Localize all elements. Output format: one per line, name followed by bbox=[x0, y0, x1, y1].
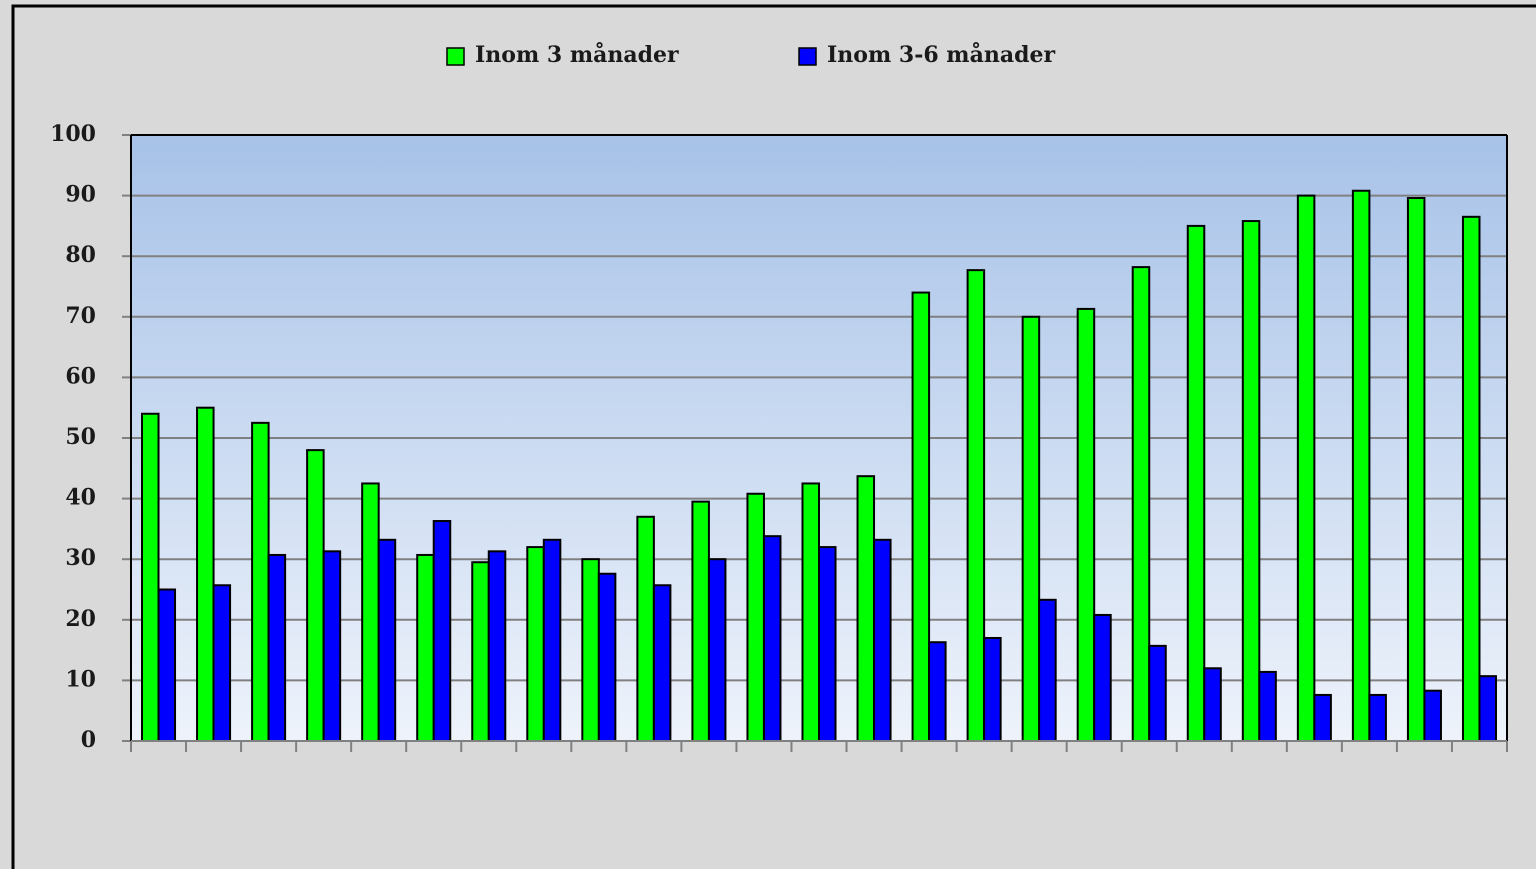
bar bbox=[526, 546, 545, 743]
bar bbox=[1021, 315, 1041, 742]
bar bbox=[1258, 670, 1277, 743]
y-tick-label: 90 bbox=[65, 182, 96, 208]
bar bbox=[212, 584, 232, 742]
bar bbox=[652, 584, 672, 742]
bar bbox=[1093, 613, 1112, 743]
bar bbox=[157, 588, 177, 742]
bar bbox=[1038, 598, 1057, 742]
legend-label: Inom 3 månader bbox=[475, 42, 679, 68]
y-tick-label: 100 bbox=[50, 121, 96, 147]
chart-border bbox=[11, 4, 1536, 869]
bar bbox=[911, 291, 931, 742]
y-tick-label: 20 bbox=[65, 606, 96, 632]
bar bbox=[141, 412, 160, 742]
bar bbox=[1296, 194, 1316, 743]
y-tick-label: 80 bbox=[65, 242, 96, 268]
bar bbox=[746, 492, 765, 743]
bar bbox=[1131, 266, 1151, 742]
y-tick-label: 0 bbox=[81, 727, 96, 753]
bar bbox=[1148, 644, 1167, 742]
bar bbox=[1313, 693, 1332, 742]
bar bbox=[597, 572, 617, 743]
bar bbox=[983, 636, 1002, 742]
bar bbox=[432, 520, 452, 742]
legend-swatch bbox=[798, 47, 817, 66]
y-tick-label: 30 bbox=[65, 545, 96, 571]
bar bbox=[928, 641, 947, 742]
bar bbox=[1076, 307, 1096, 742]
legend-label: Inom 3-6 månader bbox=[827, 42, 1055, 68]
bar bbox=[471, 561, 490, 742]
bar bbox=[251, 421, 270, 742]
y-tick-label: 60 bbox=[65, 363, 96, 389]
bar bbox=[196, 406, 215, 742]
bar bbox=[377, 538, 397, 742]
bar bbox=[416, 553, 435, 743]
bar bbox=[1241, 220, 1261, 742]
y-tick-label: 40 bbox=[65, 485, 96, 511]
bar bbox=[818, 546, 837, 743]
bar bbox=[691, 500, 710, 742]
bar bbox=[1186, 224, 1206, 742]
bar bbox=[1351, 189, 1371, 742]
y-tick-label: 70 bbox=[65, 303, 96, 329]
y-tick-label: 10 bbox=[65, 666, 96, 692]
bar bbox=[1368, 693, 1387, 742]
bar bbox=[636, 515, 655, 743]
bar bbox=[966, 269, 986, 742]
bar bbox=[306, 449, 325, 742]
bar bbox=[801, 482, 820, 742]
bar bbox=[762, 535, 782, 742]
bar bbox=[487, 550, 507, 743]
bar bbox=[542, 538, 562, 742]
y-tick-label: 50 bbox=[65, 424, 96, 450]
bar bbox=[361, 482, 380, 742]
bar bbox=[267, 553, 287, 743]
bar bbox=[1478, 675, 1497, 743]
bar bbox=[1423, 689, 1442, 743]
legend-swatch bbox=[446, 47, 465, 66]
bar bbox=[873, 538, 892, 742]
bar bbox=[707, 558, 727, 743]
bar bbox=[1461, 215, 1481, 742]
bar bbox=[322, 550, 342, 743]
bar bbox=[1406, 197, 1426, 743]
bar bbox=[856, 475, 876, 742]
bar bbox=[1203, 667, 1222, 743]
bar bbox=[581, 558, 600, 743]
